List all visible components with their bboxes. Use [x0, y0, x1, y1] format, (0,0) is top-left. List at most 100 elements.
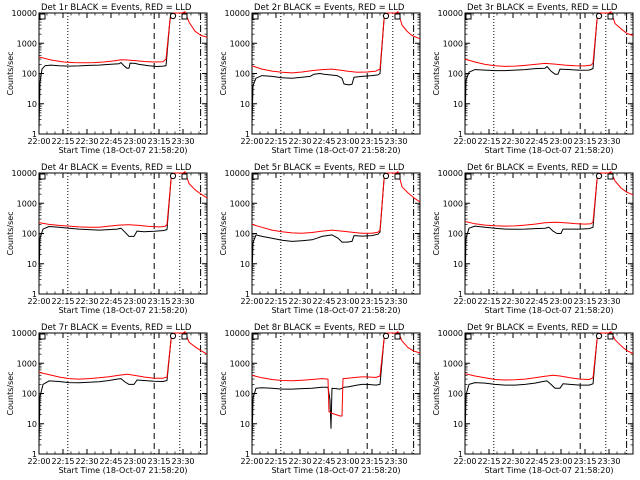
x-tick-label: 22:45 — [99, 137, 122, 146]
y-tick-label: 100 — [235, 70, 250, 79]
y-axis-label: Counts/sec — [432, 51, 441, 95]
y-tick-label: 10000 — [12, 169, 37, 178]
y-tick-label: 10 — [240, 260, 250, 269]
x-tick-label: 22:45 — [525, 137, 548, 146]
marker-square — [252, 173, 259, 180]
y-tick-label: 10000 — [12, 9, 37, 18]
marker-square — [607, 13, 614, 20]
y-axis-label: Counts/sec — [6, 371, 15, 415]
x-tick-label: 22:15 — [264, 457, 287, 466]
chart-title: Det 4r BLACK = Events, RED = LLD — [41, 163, 192, 173]
y-tick-label: 1 — [458, 290, 463, 299]
marker-circle — [169, 332, 177, 340]
x-tick-label: 23:15 — [573, 297, 596, 306]
series-line-events — [38, 172, 173, 280]
marker-square — [607, 333, 614, 340]
x-axis-label: Start Time (18-Oct-07 21:58:20) — [58, 306, 187, 315]
marker-square — [394, 13, 401, 20]
y-tick-label: 1000 — [17, 199, 37, 208]
x-tick-label: 23:15 — [360, 457, 383, 466]
marker-square — [181, 173, 188, 180]
marker-square — [465, 333, 472, 340]
x-tick-label: 22:30 — [501, 297, 524, 306]
plot-frame — [38, 172, 208, 295]
x-tick-label: 23:15 — [573, 137, 596, 146]
chart-title: Det 8r BLACK = Events, RED = LLD — [254, 323, 405, 333]
y-tick-label: 10 — [453, 260, 463, 269]
chart-title: Det 6r BLACK = Events, RED = LLD — [467, 163, 618, 173]
y-tick-label: 100 — [22, 230, 37, 239]
x-tick-label: 23:30 — [597, 137, 620, 146]
marker-square — [394, 173, 401, 180]
x-tick-label: 22:00 — [240, 457, 263, 466]
chart-panel-det-3r: Det 3r BLACK = Events, RED = LLD 1 10 100 10… — [432, 3, 634, 155]
x-tick-label: 22:45 — [312, 297, 335, 306]
series-line-lld — [38, 11, 208, 64]
plot-frame — [251, 12, 421, 135]
x-tick-label: 23:30 — [384, 137, 407, 146]
x-axis-label: Start Time (18-Oct-07 21:58:20) — [484, 466, 613, 475]
x-axis-label: Start Time (18-Oct-07 21:58:20) — [271, 466, 400, 475]
x-tick-label: 23:00 — [123, 297, 146, 306]
chart-title: Det 5r BLACK = Events, RED = LLD — [254, 163, 405, 173]
y-tick-label: 10000 — [438, 329, 463, 338]
marker-square — [39, 333, 46, 340]
x-tick-label: 22:00 — [453, 457, 476, 466]
y-tick-label: 1 — [245, 450, 250, 459]
x-tick-label: 22:30 — [75, 297, 98, 306]
y-tick-label: 1000 — [17, 39, 37, 48]
y-tick-label: 1 — [458, 450, 463, 459]
series-line-lld — [38, 171, 208, 228]
x-tick-label: 22:45 — [99, 297, 122, 306]
series-line-lld — [251, 171, 421, 234]
plot-frame — [38, 12, 208, 135]
y-axis-label: Counts/sec — [6, 211, 15, 255]
x-tick-label: 22:00 — [27, 297, 50, 306]
y-tick-label: 10 — [453, 100, 463, 109]
x-axis-label: Start Time (18-Oct-07 21:58:20) — [484, 306, 613, 315]
y-tick-label: 100 — [448, 230, 463, 239]
x-tick-label: 22:15 — [51, 457, 74, 466]
y-tick-label: 10000 — [438, 9, 463, 18]
marker-circle — [169, 12, 177, 20]
y-tick-label: 10 — [27, 260, 37, 269]
x-tick-label: 22:30 — [75, 457, 98, 466]
x-tick-label: 22:15 — [477, 297, 500, 306]
plot-frame — [251, 172, 421, 295]
chart-title: Det 7r BLACK = Events, RED = LLD — [41, 323, 192, 333]
x-tick-label: 23:30 — [597, 457, 620, 466]
y-tick-label: 10 — [240, 100, 250, 109]
x-tick-label: 23:30 — [597, 297, 620, 306]
x-tick-label: 22:00 — [453, 297, 476, 306]
x-tick-label: 22:00 — [240, 137, 263, 146]
plot-frame — [464, 12, 634, 135]
series-line-lld — [464, 171, 634, 227]
x-tick-label: 23:30 — [384, 297, 407, 306]
x-tick-label: 23:30 — [384, 457, 407, 466]
marker-square — [465, 173, 472, 180]
marker-square — [181, 13, 188, 20]
x-axis-label: Start Time (18-Oct-07 21:58:20) — [484, 146, 613, 155]
y-tick-label: 1 — [32, 450, 37, 459]
x-tick-label: 23:30 — [171, 297, 194, 306]
y-tick-label: 10000 — [225, 9, 250, 18]
marker-square — [181, 333, 188, 340]
x-axis-label: Start Time (18-Oct-07 21:58:20) — [58, 146, 187, 155]
y-tick-label: 1000 — [17, 359, 37, 368]
y-tick-label: 1 — [458, 130, 463, 139]
x-tick-label: 22:45 — [99, 457, 122, 466]
x-axis-label: Start Time (18-Oct-07 21:58:20) — [58, 466, 187, 475]
y-axis-label: Counts/sec — [219, 51, 228, 95]
x-tick-label: 22:45 — [312, 137, 335, 146]
x-tick-label: 22:00 — [240, 297, 263, 306]
series-line-events — [464, 12, 599, 125]
marker-square — [465, 13, 472, 20]
y-axis-label: Counts/sec — [432, 371, 441, 415]
x-tick-label: 23:15 — [147, 137, 170, 146]
x-tick-label: 23:00 — [549, 297, 572, 306]
y-tick-label: 100 — [235, 230, 250, 239]
plot-frame — [464, 332, 634, 455]
series-line-events — [38, 12, 172, 129]
x-tick-label: 23:00 — [123, 457, 146, 466]
x-axis-label: Start Time (18-Oct-07 21:58:20) — [271, 146, 400, 155]
